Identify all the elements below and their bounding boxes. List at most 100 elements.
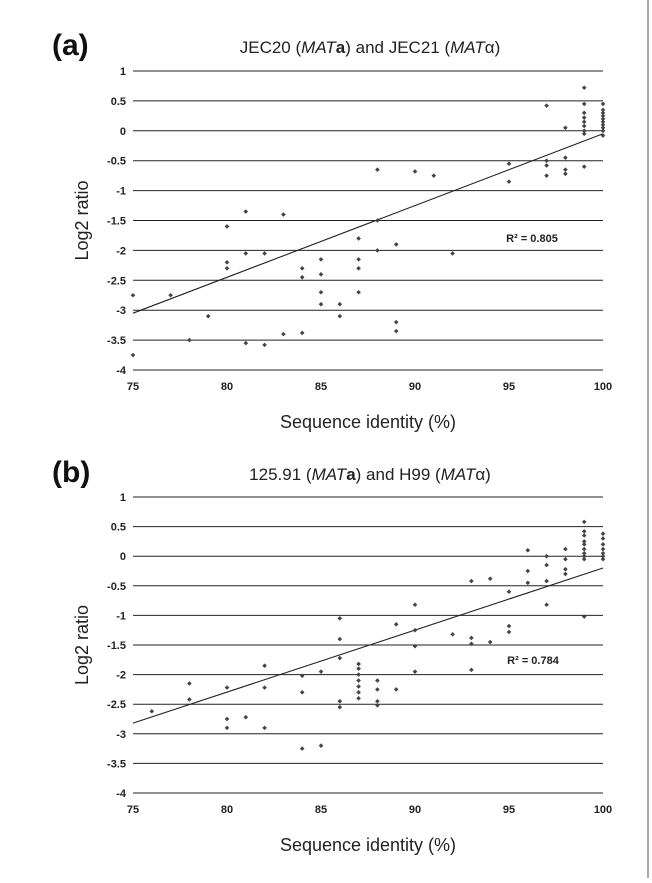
data-point <box>356 266 361 271</box>
x-tick-label: 90 <box>409 381 421 393</box>
data-point <box>563 167 568 172</box>
trend-line <box>132 133 604 314</box>
data-point <box>281 331 286 337</box>
r-squared-annotation: R² = 0.784 <box>507 655 560 667</box>
data-point <box>600 110 606 116</box>
data-point <box>544 553 549 559</box>
y-tick-label: -4 <box>116 788 127 800</box>
data-point <box>318 257 324 262</box>
data-point <box>600 542 606 547</box>
data-point <box>356 236 361 241</box>
data-point <box>544 103 549 108</box>
data-point <box>243 714 249 720</box>
data-point <box>600 556 606 562</box>
data-point <box>224 725 230 731</box>
y-axis-label: Log2 ratio <box>72 605 92 685</box>
data-point <box>299 690 305 695</box>
data-point <box>581 115 587 120</box>
data-point <box>243 251 249 256</box>
y-tick-label: 0 <box>120 551 126 563</box>
data-point <box>544 173 549 178</box>
data-point <box>600 546 606 552</box>
data-point <box>375 698 380 704</box>
data-point <box>356 684 361 689</box>
y-tick-label: -1.5 <box>107 216 126 228</box>
data-point <box>600 101 606 107</box>
data-point <box>525 580 531 586</box>
y-tick-label: -3.5 <box>107 335 126 347</box>
data-point <box>393 328 399 334</box>
y-tick-label: -2 <box>116 245 126 257</box>
data-point <box>299 673 305 679</box>
y-tick-label: -4 <box>116 365 127 377</box>
data-point <box>581 556 587 562</box>
y-tick-label: 0 <box>120 126 126 138</box>
data-point <box>299 330 305 336</box>
data-point <box>337 704 343 710</box>
data-point <box>356 661 361 667</box>
data-point <box>337 655 343 661</box>
data-point <box>600 113 606 119</box>
chart-title: 125.91 (MATa) and H99 (MATα) <box>249 465 491 484</box>
data-point <box>581 131 587 137</box>
data-point <box>412 669 418 674</box>
data-point <box>600 116 606 122</box>
y-tick-label: 1 <box>120 492 126 504</box>
x-tick-label: 80 <box>221 381 233 393</box>
data-point <box>412 627 418 633</box>
trend-line <box>132 567 604 724</box>
y-tick-label: -2.5 <box>107 275 126 287</box>
y-tick-label: -3.5 <box>107 758 126 770</box>
data-point <box>431 173 437 178</box>
r-squared-annotation: R² = 0.805 <box>506 233 558 245</box>
data-point <box>375 703 380 708</box>
data-point <box>544 163 549 168</box>
x-tick-label: 95 <box>503 804 515 816</box>
x-tick-label: 75 <box>127 804 139 816</box>
data-point <box>393 621 399 627</box>
data-point <box>581 550 587 556</box>
data-point <box>600 536 606 541</box>
data-point <box>356 672 361 677</box>
data-point <box>600 550 606 556</box>
data-point <box>600 531 606 537</box>
data-point <box>544 158 549 163</box>
data-point <box>581 128 587 134</box>
data-point <box>205 313 211 319</box>
data-point <box>337 636 343 642</box>
data-point <box>356 690 361 695</box>
data-point <box>506 179 512 184</box>
y-tick-label: -2.5 <box>107 699 126 711</box>
data-point <box>581 519 587 525</box>
data-point <box>581 614 587 619</box>
data-point <box>600 122 606 128</box>
panel-label: (a) <box>52 29 89 62</box>
data-point <box>318 669 324 674</box>
data-point <box>525 568 531 574</box>
data-point <box>356 257 361 262</box>
data-point <box>581 553 587 559</box>
data-point <box>299 746 305 751</box>
y-tick-label: 0.5 <box>111 522 126 534</box>
data-point <box>281 212 286 217</box>
data-point <box>149 709 155 714</box>
data-point <box>356 289 361 295</box>
panel-a: (a) JEC20 (MATa) and JEC21 (MATα) 1 0.5 0 -0.… <box>52 29 612 432</box>
data-point <box>563 571 568 577</box>
y-tick-label: -3 <box>116 305 126 317</box>
data-point <box>412 602 418 608</box>
data-point <box>393 242 399 247</box>
y-tick-label: 0.5 <box>111 96 126 108</box>
x-tick-label: 85 <box>315 381 327 393</box>
data-point <box>337 301 343 307</box>
x-tick-label: 90 <box>409 804 421 816</box>
data-point <box>262 685 267 690</box>
y-tick-label: -3 <box>116 729 126 741</box>
data-point <box>224 685 230 690</box>
x-axis-label: Sequence identity (%) <box>280 835 456 855</box>
y-axis-label: Log2 ratio <box>72 180 92 260</box>
y-tick-label: -2 <box>116 670 126 682</box>
data-point <box>600 119 606 125</box>
